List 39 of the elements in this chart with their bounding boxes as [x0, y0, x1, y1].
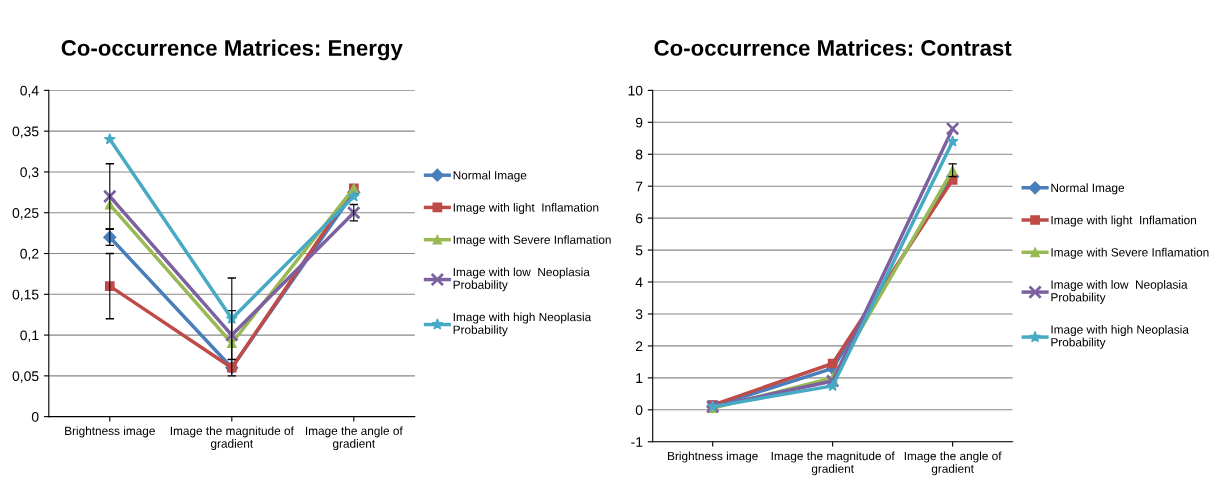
y-tick-label: 5 — [635, 245, 643, 256]
chart-title: Co-occurrence Matrices: Contrast — [654, 39, 1012, 56]
y-tick-label: 0,3 — [20, 167, 39, 179]
y-tick-label: 6 — [635, 213, 643, 224]
y-tick-label: 2 — [635, 341, 643, 351]
x-tick-label: Image the angle of gradient — [904, 451, 1002, 476]
x-tick-label: Image the angle of gradient — [306, 426, 403, 451]
legend-label: Normal Image — [453, 170, 527, 182]
legend-label: Image with high Neoplasia Probability — [453, 312, 592, 337]
y-tick-label: 1 — [636, 373, 643, 383]
y-tick-label: 0 — [635, 405, 643, 415]
x-tick-label: Image the magnitude of gradient — [771, 451, 895, 476]
y-tick-label: 0,2 — [20, 248, 39, 261]
y-tick-label: 8 — [635, 149, 643, 160]
y-tick-label: 0 — [31, 411, 39, 422]
legend-label: Image with high Neoplasia Probability — [1051, 325, 1189, 349]
x-tick-label: Brightness image — [65, 426, 155, 438]
y-tick-label: 0,1 — [20, 330, 39, 342]
legend-label: Image with Severe Inflamation — [1051, 247, 1209, 259]
chart-title: Co-occurrence Matrices: Energy — [61, 39, 403, 61]
legend-label: Image with Severe Inflamation — [453, 235, 611, 247]
y-tick-label: -1 — [631, 437, 643, 447]
y-tick-label: 3 — [635, 309, 643, 320]
legend-label: Image with low Neoplasia Probability — [1051, 280, 1188, 304]
legend-label: Image with light Inflamation — [1051, 215, 1196, 227]
y-tick-label: 0,25 — [12, 208, 39, 220]
legend-label: Image with low Neoplasia Probability — [453, 267, 590, 292]
y-tick-label: 0,05 — [12, 371, 39, 383]
y-tick-label: 4 — [635, 277, 643, 288]
y-tick-label: 7 — [635, 181, 643, 192]
y-tick-label: 0,35 — [12, 126, 39, 138]
legend-label: Image with light Inflamation — [453, 203, 599, 215]
y-tick-label: 10 — [628, 85, 643, 96]
x-tick-label: Brightness image — [668, 451, 758, 463]
legend-label: Normal Image — [1051, 183, 1125, 195]
y-tick-label: 9 — [635, 117, 643, 128]
x-tick-label: Image the magnitude of gradient — [170, 426, 294, 451]
y-tick-label: 0,15 — [12, 289, 39, 302]
y-tick-label: 0,4 — [20, 85, 39, 98]
